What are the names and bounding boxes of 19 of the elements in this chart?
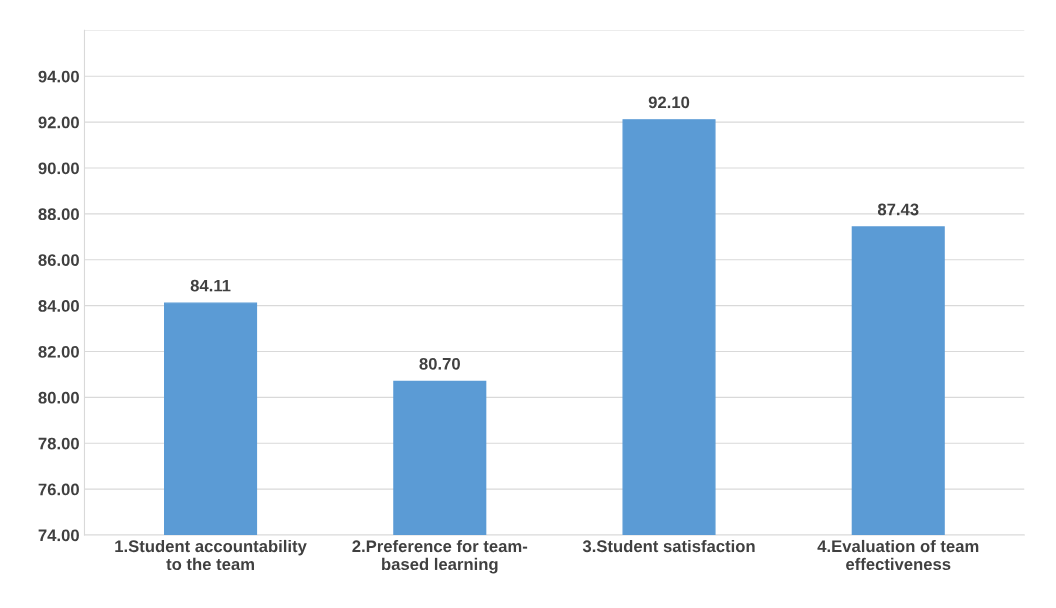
y-tick-label: 76.00 xyxy=(38,483,79,496)
x-tick-label: 4.Evaluation of team effectiveness xyxy=(817,539,979,571)
y-tick-label: 78.00 xyxy=(38,437,79,450)
y-tick-label: 88.00 xyxy=(38,208,79,221)
y-tick-label: 92.00 xyxy=(38,116,79,129)
y-tick-label: 84.00 xyxy=(38,300,79,312)
y-tick-label: 74.00 xyxy=(38,529,79,542)
y-tick-label: 86.00 xyxy=(38,254,79,266)
data-label: 84.11 xyxy=(190,279,231,292)
x-tick-label: 1.Student accountability to the team xyxy=(115,539,307,571)
x-tick-label: 2.Preference for team- based learning xyxy=(352,539,528,574)
y-tick-label: 82.00 xyxy=(38,345,79,358)
data-label: 92.10 xyxy=(648,96,690,109)
data-label: 87.43 xyxy=(877,203,919,216)
x-tick-label: 3.Student satisfaction xyxy=(582,539,755,553)
y-tick-label: 90.00 xyxy=(38,162,79,175)
y-tick-label: 94.00 xyxy=(38,70,79,83)
data-label: 80.70 xyxy=(419,357,460,370)
y-tick-label: 80.00 xyxy=(38,391,79,404)
